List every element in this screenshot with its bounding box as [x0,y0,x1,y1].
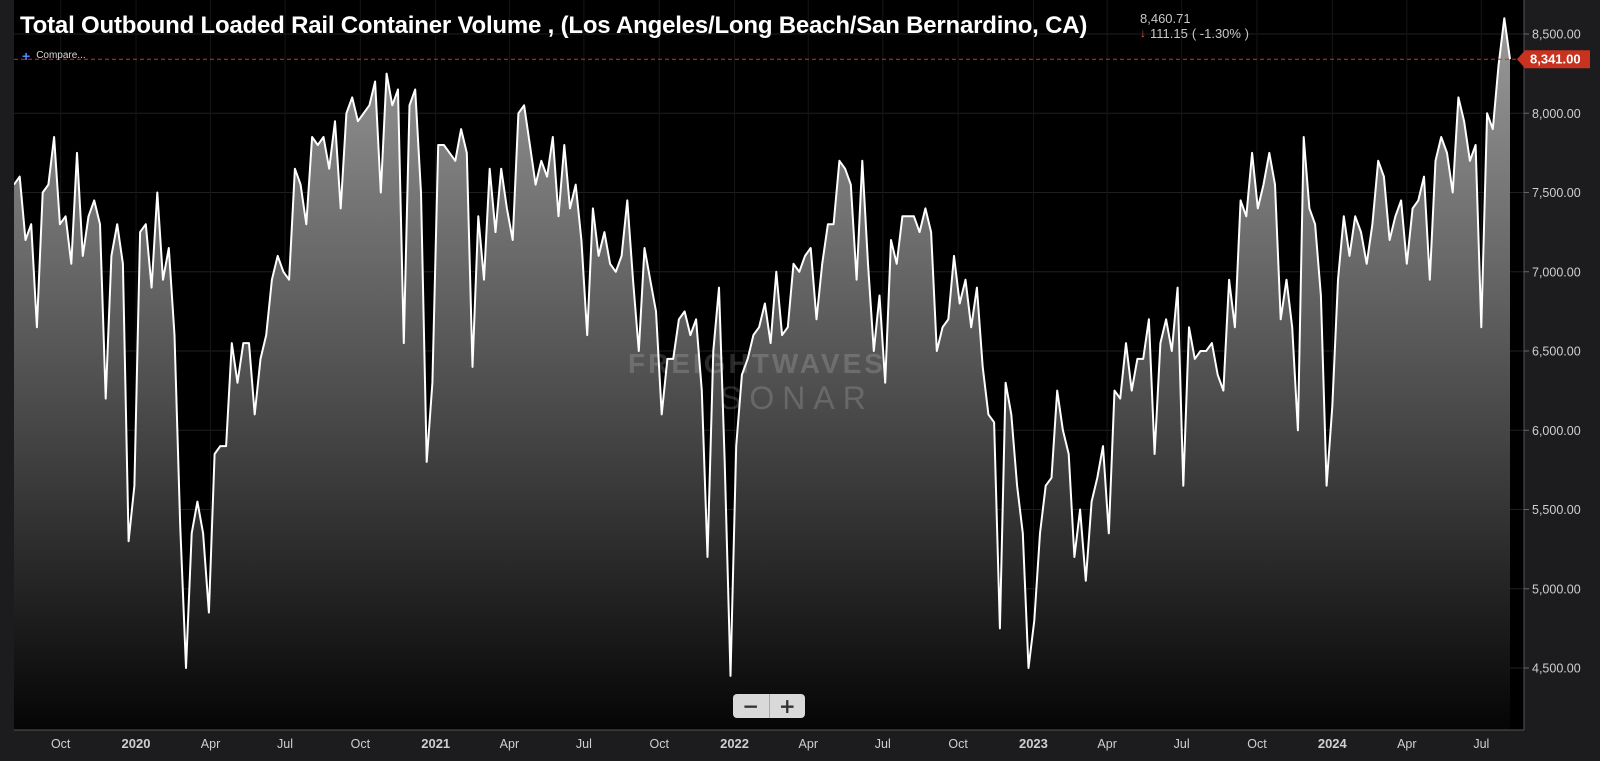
x-tick-label: Jul [576,737,592,751]
current-value-marker: 8,341.00 [1517,50,1590,69]
x-tick-label: Apr [500,737,519,751]
arrow-down-icon: ↓ [1140,26,1146,40]
x-tick-label: Oct [1247,737,1267,751]
y-tick-label: 6,000.00 [1532,424,1581,438]
x-tick-label: Jul [1473,737,1489,751]
y-tick-label: 8,500.00 [1532,28,1581,42]
y-tick-label: 5,000.00 [1532,582,1581,596]
x-tick-label: Jul [875,737,891,751]
zoom-in-button[interactable]: + [778,694,796,718]
y-tick-label: 4,500.00 [1532,662,1581,676]
series-line [14,17,1511,677]
series-area [14,18,1510,730]
watermark-line2: SONAR [720,380,874,416]
x-tick-label: Apr [201,737,220,751]
watermark-line1: FREIGHTWAVES [628,348,886,379]
y-tick-label: 8,000.00 [1532,107,1581,121]
zoom-out-button[interactable]: − [742,694,760,718]
quote-change: 111.15 [1150,26,1188,41]
y-axis: 4,500.00 5,000.00 5,500.00 6,000.00 6,500.00… [1524,28,1581,676]
compare-label: Compare... [36,50,86,61]
x-tick-label: 2024 [1318,736,1348,751]
x-tick-label: 2023 [1019,736,1048,751]
x-axis: Oct 2020 Apr Jul Oct 2021 Apr Jul Oct 2022 Apr Jul O… [51,736,1489,751]
x-tick-label: Apr [1097,737,1116,751]
x-tick-label: Oct [650,737,670,751]
x-tick-label: Jul [277,737,293,751]
y-tick-label: 6,500.00 [1532,345,1581,359]
zoom-separator [768,694,770,718]
x-tick-label: 2020 [122,736,151,751]
x-tick-label: Jul [1174,737,1190,751]
x-tick-label: Oct [351,737,371,751]
y-tick-label: 5,500.00 [1532,503,1581,517]
zoom-control: − + [733,694,805,718]
chart-title: Total Outbound Loaded Rail Container Vol… [20,12,1088,39]
quote-box: 8,460.71 ↓ 111.15 ( -1.30% ) [1140,11,1249,41]
y-tick-label: 7,500.00 [1532,186,1581,200]
y-tick-label: 7,000.00 [1532,265,1581,279]
plus-icon: + [22,47,31,64]
x-tick-label: Apr [1397,737,1416,751]
quote-change-row: ↓ 111.15 ( -1.30% ) [1140,26,1249,41]
quote-value: 8,460.71 [1140,11,1191,26]
x-tick-label: Apr [799,737,818,751]
current-value-label: 8,341.00 [1530,52,1581,67]
quote-change-pct: ( -1.30% ) [1191,26,1249,41]
x-tick-label: Oct [948,737,968,751]
compare-button[interactable]: + Compare... [22,47,86,64]
x-tick-label: 2022 [720,736,749,751]
x-tick-label: 2021 [421,736,450,751]
x-tick-label: Oct [51,737,71,751]
